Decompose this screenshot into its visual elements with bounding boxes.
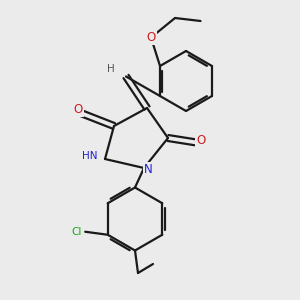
Text: N: N bbox=[144, 163, 153, 176]
Text: HN: HN bbox=[82, 151, 98, 161]
Text: O: O bbox=[74, 103, 82, 116]
Text: H: H bbox=[107, 64, 115, 74]
Text: O: O bbox=[196, 134, 206, 148]
Text: Cl: Cl bbox=[71, 227, 81, 237]
Text: O: O bbox=[146, 31, 156, 44]
